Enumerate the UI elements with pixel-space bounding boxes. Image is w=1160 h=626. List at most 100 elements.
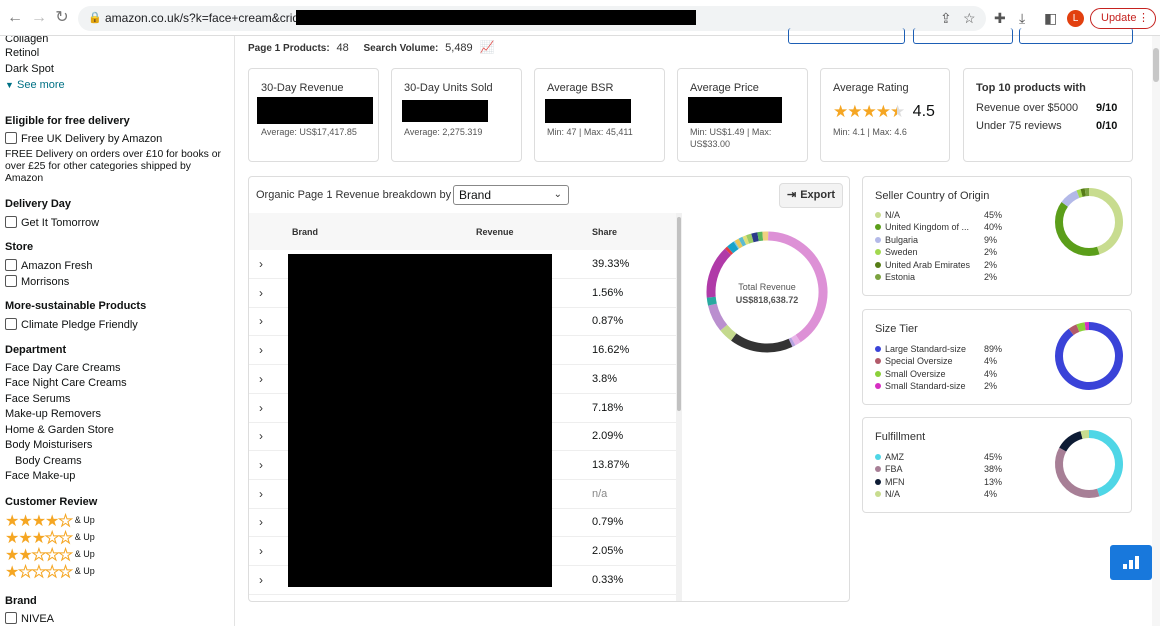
donut-slice[interactable]: [757, 231, 764, 242]
analyze-products-button[interactable]: [788, 28, 905, 44]
breakdown-select[interactable]: Brand ⌄: [453, 185, 569, 205]
address-bar[interactable]: 🔒 amazon.co.uk/s?k=face+cream&crid=: [78, 6, 986, 31]
donut-slice[interactable]: [720, 324, 737, 341]
chevron-right-icon[interactable]: ›: [259, 285, 263, 300]
rating-row: ★★★★★ 4.5: [833, 102, 935, 122]
donut-slice[interactable]: [751, 232, 759, 243]
column-header[interactable]: Brand: [292, 227, 319, 237]
chevron-right-icon[interactable]: ›: [259, 515, 263, 530]
donut-slice[interactable]: [727, 241, 739, 254]
free-delivery-checkbox[interactable]: Free UK Delivery by Amazon: [5, 132, 162, 145]
donut-slice[interactable]: [746, 233, 754, 244]
donut-slice[interactable]: [738, 236, 747, 247]
store-checkbox[interactable]: Morrisons: [5, 275, 69, 288]
extensions-icon[interactable]: ✚: [994, 10, 1006, 26]
department-link[interactable]: Body Moisturisers: [5, 439, 93, 451]
column-header[interactable]: Share: [592, 227, 618, 237]
donut-slice[interactable]: [1088, 430, 1123, 497]
table-scrollbar[interactable]: [676, 213, 682, 601]
review-filter-3[interactable]: ★★★★★ & Up: [5, 528, 95, 548]
chevron-right-icon[interactable]: ›: [259, 544, 263, 558]
chevron-right-icon[interactable]: ›: [259, 314, 263, 329]
review-filter-2[interactable]: ★★★★★ & Up: [5, 545, 95, 565]
column-header[interactable]: Revenue: [476, 227, 514, 237]
download-icon[interactable]: ⤓: [1019, 10, 1026, 26]
chevron-right-icon[interactable]: ›: [259, 343, 263, 358]
donut-slice[interactable]: [1088, 188, 1123, 255]
chevron-right-icon[interactable]: ›: [259, 572, 263, 587]
page-scrollbar[interactable]: [1152, 36, 1160, 626]
see-more-link[interactable]: ▼ See more: [5, 79, 65, 91]
donut-slice[interactable]: [1055, 322, 1123, 390]
legend-pct: 38%: [984, 464, 1003, 475]
checkbox-label: Free UK Delivery by Amazon: [21, 133, 163, 145]
review-filter-4[interactable]: ★★★★★ & Up: [5, 511, 95, 531]
review-filter-1[interactable]: ★★★★★ & Up: [5, 562, 95, 582]
donut-slice[interactable]: [1061, 190, 1080, 207]
checkbox[interactable]: [5, 275, 17, 287]
reload-icon[interactable]: ↻: [55, 9, 69, 26]
export-button[interactable]: ⇥ Export: [779, 183, 843, 208]
profile-avatar[interactable]: L: [1067, 10, 1084, 27]
donut-slice[interactable]: [733, 240, 740, 250]
donut-slice[interactable]: [734, 238, 743, 249]
side-panel-icon[interactable]: ◧: [1044, 10, 1058, 26]
table-row[interactable]: › 0.33%: [249, 566, 676, 595]
checkbox[interactable]: [5, 132, 17, 144]
donut-slice[interactable]: [1076, 189, 1083, 198]
brand-checkbox[interactable]: NIVEA: [5, 612, 54, 625]
scrollbar-thumb[interactable]: [677, 217, 681, 411]
donut-slice[interactable]: [1068, 324, 1080, 336]
donut-slice[interactable]: [731, 333, 793, 353]
bookmark-star-icon[interactable]: ☆: [963, 10, 976, 26]
donut-slice[interactable]: [767, 231, 828, 343]
department-link[interactable]: Make-up Removers: [5, 408, 101, 420]
checkbox[interactable]: [5, 318, 17, 330]
share-icon[interactable]: ⇪: [940, 10, 952, 26]
store-checkbox[interactable]: Amazon Fresh: [5, 259, 93, 272]
checkbox[interactable]: [5, 216, 17, 228]
get-it-tomorrow-checkbox[interactable]: Get It Tomorrow: [5, 216, 99, 229]
donut-slice[interactable]: [1080, 430, 1090, 439]
donut-slice[interactable]: [1055, 202, 1100, 256]
donut-slice[interactable]: [1080, 188, 1086, 197]
donut-slice[interactable]: [1055, 447, 1100, 498]
donut-slice[interactable]: [708, 303, 728, 331]
filter-link[interactable]: Retinol: [5, 47, 40, 59]
fulfillment-card: Fulfillment AMZ 45% FBA 38% MFN 13% N/A 4%: [862, 417, 1132, 513]
donut-slice[interactable]: [742, 235, 750, 245]
donut-slice[interactable]: [706, 296, 717, 306]
checkbox[interactable]: [5, 612, 17, 624]
department-link[interactable]: Body Creams: [15, 455, 82, 467]
filter-link[interactable]: Collagen: [5, 36, 49, 45]
forward-icon[interactable]: →: [31, 9, 47, 26]
climate-pledge-checkbox[interactable]: Climate Pledge Friendly: [5, 318, 138, 331]
filter-link[interactable]: Dark Spot: [5, 63, 54, 75]
page-scrollbar-thumb[interactable]: [1153, 48, 1159, 82]
download-button[interactable]: [1019, 28, 1133, 44]
update-button[interactable]: Update ⋮: [1090, 8, 1156, 29]
chevron-right-icon[interactable]: ›: [259, 486, 263, 501]
donut-slice[interactable]: [1076, 322, 1086, 332]
department-link[interactable]: Home & Garden Store: [5, 424, 114, 436]
department-link[interactable]: Face Serums: [5, 393, 71, 405]
chevron-right-icon[interactable]: ›: [259, 257, 263, 271]
chevron-right-icon[interactable]: ›: [259, 371, 263, 386]
checkbox[interactable]: [5, 259, 17, 271]
chevron-right-icon[interactable]: ›: [259, 457, 263, 472]
donut-slice[interactable]: [724, 246, 734, 256]
department-link[interactable]: Face Day Care Creams: [5, 362, 121, 374]
floating-action-button[interactable]: [1110, 545, 1152, 580]
department-link[interactable]: Face Make-up: [5, 470, 76, 482]
donut-slice[interactable]: [788, 337, 796, 347]
top-keywords-button[interactable]: [913, 28, 1013, 44]
chevron-right-icon[interactable]: ›: [259, 429, 263, 444]
chevron-right-icon[interactable]: ›: [259, 400, 263, 415]
donut-slice[interactable]: [1059, 431, 1083, 452]
back-icon[interactable]: ←: [7, 9, 23, 26]
donut-slice[interactable]: [791, 334, 801, 346]
donut-slice[interactable]: [706, 248, 732, 298]
department-link[interactable]: Face Night Care Creams: [5, 377, 127, 389]
legend-dot-icon: [875, 274, 881, 281]
trend-chart-icon[interactable]: 📈: [479, 40, 495, 54]
